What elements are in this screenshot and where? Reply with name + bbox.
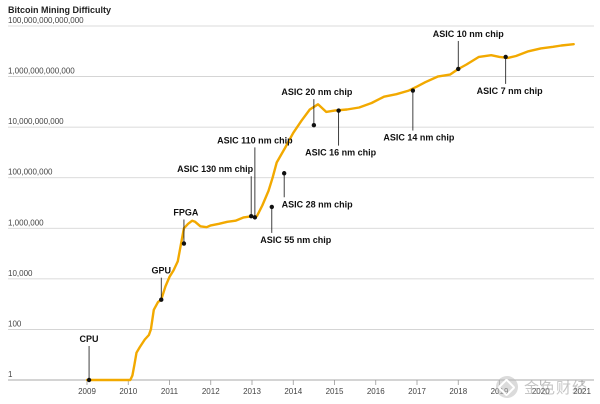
x-tick-label: 2021	[573, 387, 591, 396]
x-tick-label: 2011	[161, 387, 179, 396]
annotation-dot	[269, 204, 274, 210]
y-tick-label: 100,000,000,000,000	[8, 16, 84, 25]
annotation-dot	[311, 122, 317, 128]
annotation-dot	[248, 214, 254, 219]
annotation-label: CPU	[80, 334, 99, 344]
annotation-dot	[181, 241, 187, 246]
x-tick-label: 2013	[243, 387, 261, 396]
x-tick-label: 2018	[449, 387, 467, 396]
annotation-label: ASIC 20 nm chip	[281, 87, 353, 97]
watermark: 金色财经	[495, 376, 588, 398]
annotation-label: ASIC 10 nm chip	[433, 29, 505, 39]
annotation-label: ASIC 14 nm chip	[383, 133, 455, 143]
chart-title: Bitcoin Mining Difficulty	[8, 5, 111, 15]
annotation-dot	[159, 297, 164, 302]
x-tick-label: 2017	[408, 387, 426, 396]
x-tick-label: 2020	[532, 387, 550, 396]
annotation-label: ASIC 110 nm chip	[217, 135, 293, 145]
grid	[8, 25, 594, 385]
annotation-dot	[336, 108, 341, 113]
annotation-dot	[252, 215, 258, 220]
y-tick-label: 10,000,000,000	[8, 117, 64, 126]
annotation-label: FPGA	[173, 208, 199, 218]
y-tick-label: 1,000,000,000,000	[8, 67, 75, 76]
x-tick-label: 2015	[326, 387, 344, 396]
annotation-label: ASIC 28 nm chip	[282, 199, 354, 209]
watermark-text: 金色财经	[523, 378, 588, 397]
annotation-label: ASIC 130 nm chip	[177, 164, 254, 174]
annotation-dot	[410, 88, 416, 93]
annotation-label: ASIC 7 nm chip	[477, 86, 544, 96]
annotation-label: GPU	[151, 266, 171, 276]
annotation-dot	[86, 377, 92, 383]
y-tick-labels: 1 100 10,000 1,000,000 100,000,000 10,000,000…	[8, 16, 84, 379]
annotation-label: ASIC 55 nm chip	[260, 235, 332, 245]
annotation-dot	[503, 54, 508, 60]
annotations: CPU GPU FPGA ASIC 130 nm chip ASIC 110 nm ch…	[80, 29, 544, 383]
x-tick-label: 2009	[78, 387, 96, 396]
x-tick-label: 2010	[119, 387, 137, 396]
y-tick-label: 10,000	[8, 269, 33, 278]
x-tick-label: 2014	[284, 387, 302, 396]
annotation-dot	[456, 66, 461, 72]
gold-finance-logo-icon	[495, 376, 518, 398]
y-tick-label: 100,000,000	[8, 168, 53, 177]
y-tick-label: 1,000,000	[8, 218, 44, 227]
annotation-label: ASIC 16 nm chip	[305, 148, 377, 158]
x-tick-label: 2016	[367, 387, 385, 396]
y-tick-label: 100	[8, 319, 22, 328]
annotation-dot	[281, 171, 287, 176]
y-tick-label: 1	[8, 370, 13, 379]
x-tick-label: 2012	[202, 387, 220, 396]
